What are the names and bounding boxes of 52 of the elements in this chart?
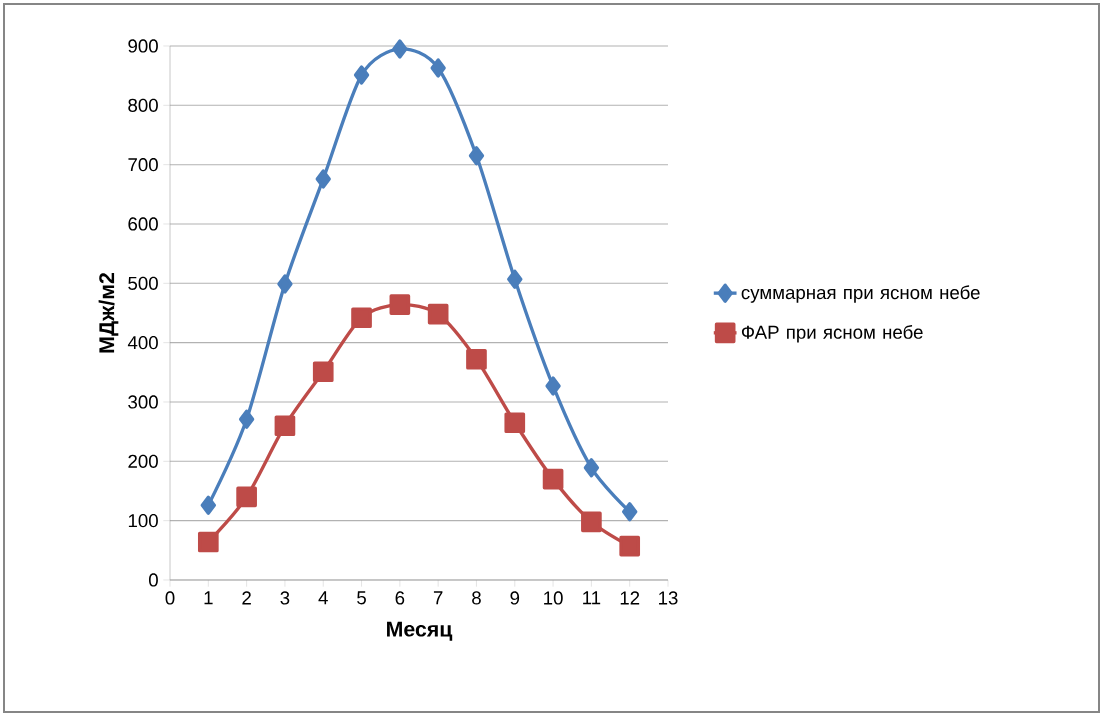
point xyxy=(312,361,334,383)
point xyxy=(545,376,561,396)
y-tick-label: 0 xyxy=(148,573,158,587)
point xyxy=(622,502,638,522)
x-tick-label: 6 xyxy=(395,591,405,605)
point xyxy=(466,348,487,370)
x-tick-label: 12 xyxy=(620,591,640,605)
point xyxy=(468,146,485,166)
y-tick-label: 600 xyxy=(128,217,158,231)
legend-label: ФАР при ясном небе xyxy=(741,324,923,343)
x-axis-title: Месяц xyxy=(387,621,453,641)
point xyxy=(504,412,526,434)
y-tick-label: 100 xyxy=(128,514,158,528)
point xyxy=(315,169,331,189)
point xyxy=(542,468,564,490)
point xyxy=(353,65,370,85)
x-tick-label: 10 xyxy=(544,591,563,605)
y-tick-label: 400 xyxy=(127,336,158,350)
point xyxy=(389,294,411,316)
x-tick-label: 0 xyxy=(165,591,175,605)
point xyxy=(430,58,446,78)
point xyxy=(236,486,257,508)
y-axis-title: МДж/м2 xyxy=(98,273,119,353)
x-tick-label: 13 xyxy=(659,591,678,605)
x-tick-label: 9 xyxy=(510,591,520,605)
y-tick-label: 800 xyxy=(128,98,158,112)
x-tick-label: 5 xyxy=(357,591,366,605)
point xyxy=(427,303,449,325)
x-tick-label: 8 xyxy=(472,591,481,605)
x-tick-label: 2 xyxy=(242,591,251,605)
y-tick-label: 700 xyxy=(128,158,158,172)
point xyxy=(507,269,523,289)
legend-label: суммарная при ясном небе xyxy=(741,285,980,303)
x-tick-label: 11 xyxy=(583,591,601,605)
point xyxy=(238,409,255,429)
point xyxy=(583,458,600,478)
point xyxy=(197,531,219,553)
point xyxy=(351,307,372,329)
point xyxy=(277,274,293,294)
x-tick-label: 7 xyxy=(433,591,443,605)
y-tick-label: 500 xyxy=(128,276,158,290)
y-tick-label: 200 xyxy=(128,454,158,468)
x-tick-label: 1 xyxy=(204,591,213,605)
point xyxy=(619,535,641,557)
x-tick-label: 4 xyxy=(318,591,328,605)
y-tick-label: 300 xyxy=(128,395,158,409)
point xyxy=(392,39,408,59)
x-tick-label: 3 xyxy=(280,591,290,605)
point xyxy=(581,511,602,533)
point xyxy=(274,415,296,437)
point xyxy=(200,495,216,515)
y-tick-label: 900 xyxy=(128,39,158,53)
